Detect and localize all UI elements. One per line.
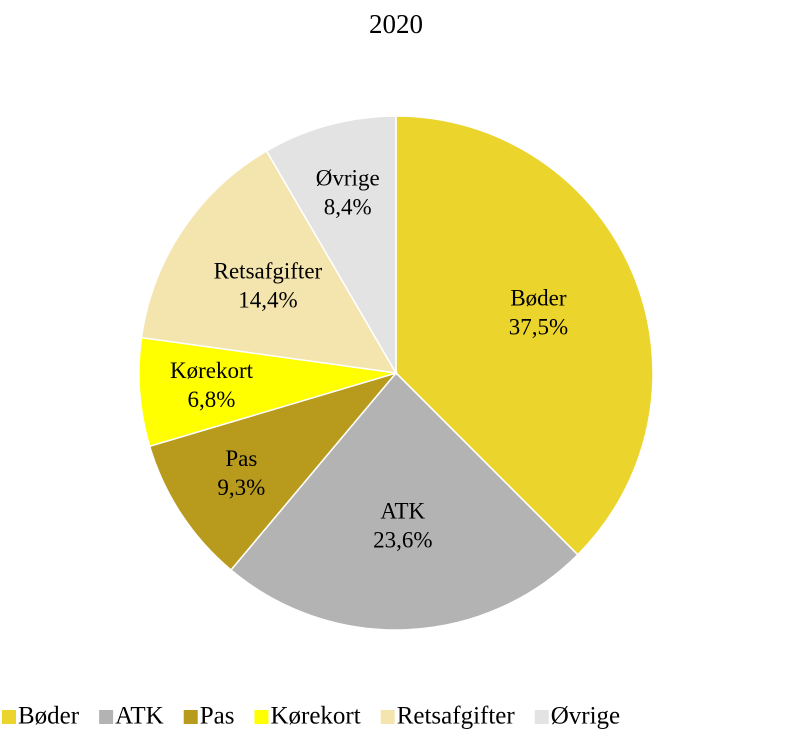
legend-swatch bbox=[254, 710, 269, 724]
pie-slice bbox=[265, 115, 397, 376]
pie-slice bbox=[395, 115, 654, 556]
legend-swatch bbox=[534, 710, 549, 724]
slice-value-label: 8,4% bbox=[324, 195, 372, 220]
legend-swatch bbox=[99, 710, 114, 724]
legend-label: ATK bbox=[115, 703, 164, 730]
legend-label: Kørekort bbox=[270, 703, 360, 730]
legend-swatch bbox=[2, 710, 16, 724]
pie-slice bbox=[229, 371, 579, 631]
slice-label: Retsafgifter bbox=[214, 258, 323, 283]
slice-value-label: 23,6% bbox=[373, 527, 432, 552]
pie-slice bbox=[140, 149, 398, 374]
slice-label: Kørekort bbox=[170, 358, 254, 383]
legend-swatch bbox=[183, 710, 198, 724]
legend-label: Pas bbox=[200, 703, 235, 730]
slice-value-label: 37,5% bbox=[509, 314, 568, 339]
slice-label: Bøder bbox=[510, 285, 567, 310]
pie-slice bbox=[148, 371, 399, 572]
legend-label: Øvrige bbox=[551, 703, 620, 730]
chart-title: 2020 bbox=[369, 9, 423, 39]
slice-label: ATK bbox=[380, 498, 425, 523]
slice-label: Øvrige bbox=[316, 166, 380, 191]
slice-value-label: 14,4% bbox=[238, 287, 297, 312]
legend-swatch bbox=[380, 710, 395, 724]
legend-label: Retsafgifter bbox=[397, 703, 516, 730]
slice-value-label: 9,3% bbox=[217, 475, 265, 500]
legend-label: Bøder bbox=[18, 703, 80, 730]
slice-label: Pas bbox=[225, 446, 257, 471]
slice-value-label: 6,8% bbox=[188, 387, 236, 412]
